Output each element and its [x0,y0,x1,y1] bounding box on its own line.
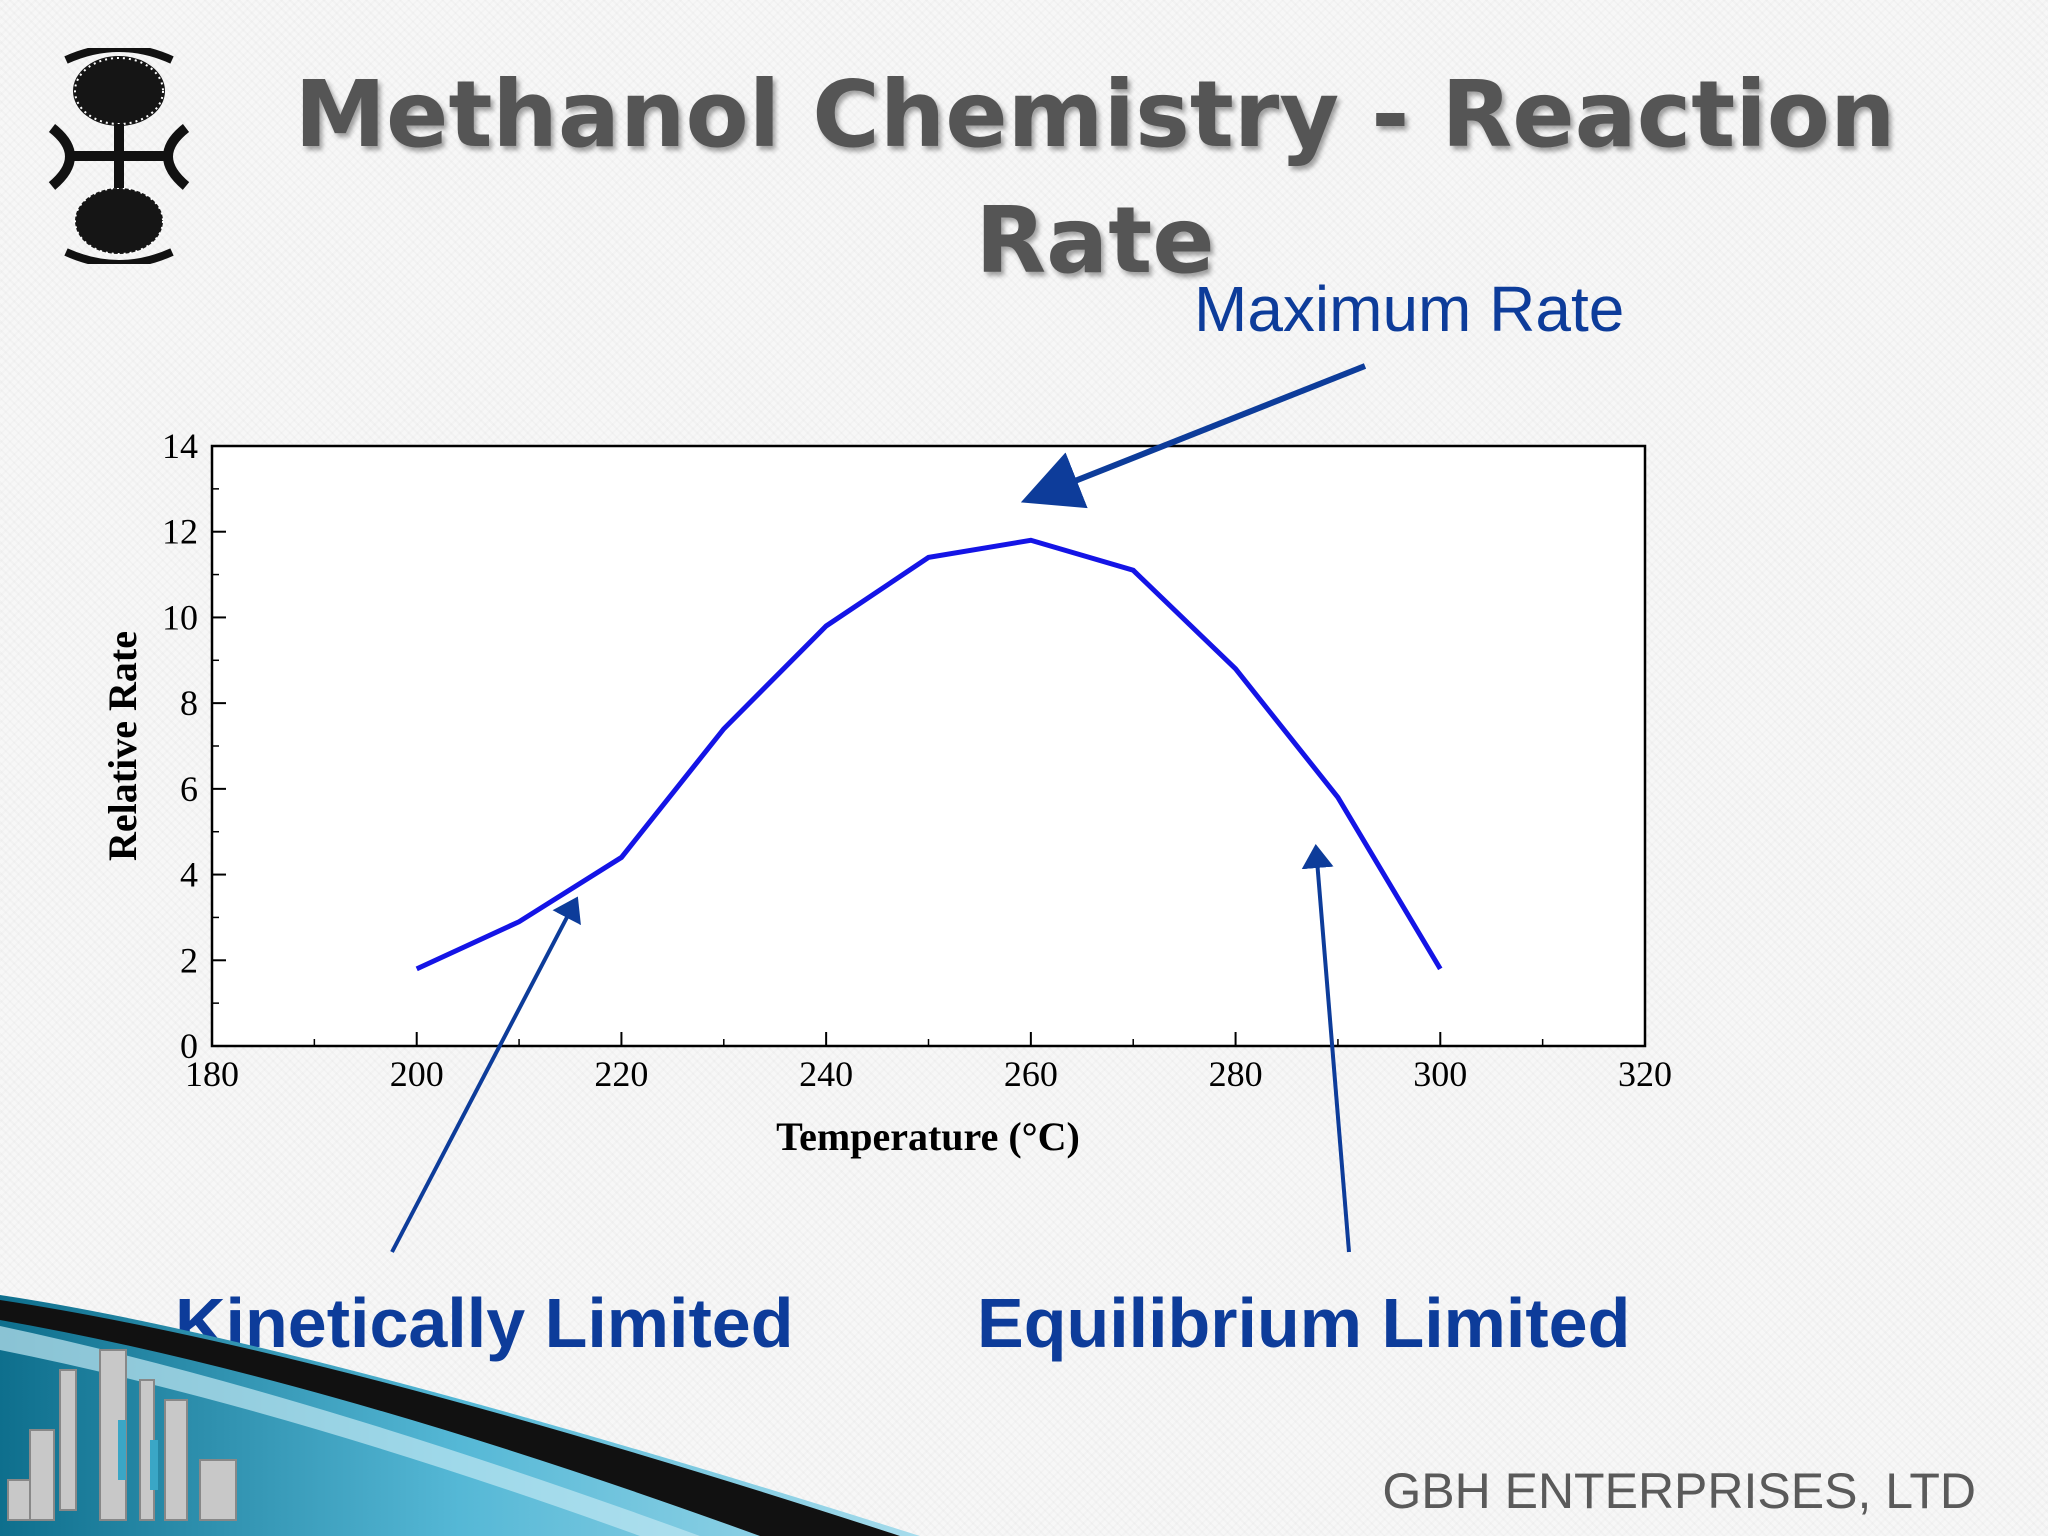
kinetically-limited-label: Kinetically Limited [175,1284,794,1362]
x-tick-label: 180 [185,1054,239,1094]
x-tick-label: 280 [1209,1054,1263,1094]
kinetic-arrow [390,896,581,1253]
x-tick-label: 240 [799,1054,853,1094]
y-tick-label: 10 [162,597,198,637]
y-tick-label: 2 [180,940,198,980]
x-tick-label: 200 [390,1054,444,1094]
x-axis-title: Temperature (°C) [776,1114,1080,1159]
company-logo [48,48,190,264]
maximum-rate-label: Maximum Rate [1194,273,1625,345]
y-tick-label: 14 [162,426,198,466]
y-tick-label: 0 [180,1026,198,1066]
y-tick-label: 8 [180,683,198,723]
slide-title: Methanol Chemistry - Reaction Rate [294,61,1896,294]
x-tick-label: 220 [594,1054,648,1094]
x-tick-label: 320 [1618,1054,1672,1094]
max-rate-arrow [1020,363,1367,509]
y-tick-label: 4 [180,855,198,895]
equilibrium-limited-label: Equilibrium Limited [977,1284,1631,1362]
x-tick-label: 300 [1413,1054,1467,1094]
equilibrium-arrow [1301,844,1351,1253]
y-tick-label: 6 [180,769,198,809]
plant-decoration [0,1295,920,1536]
x-tick-label: 260 [1004,1054,1058,1094]
y-tick-label: 12 [162,512,198,552]
y-axis-title: Relative Rate [100,631,145,861]
footer-company: GBH ENTERPRISES, LTD [1382,1463,1976,1519]
